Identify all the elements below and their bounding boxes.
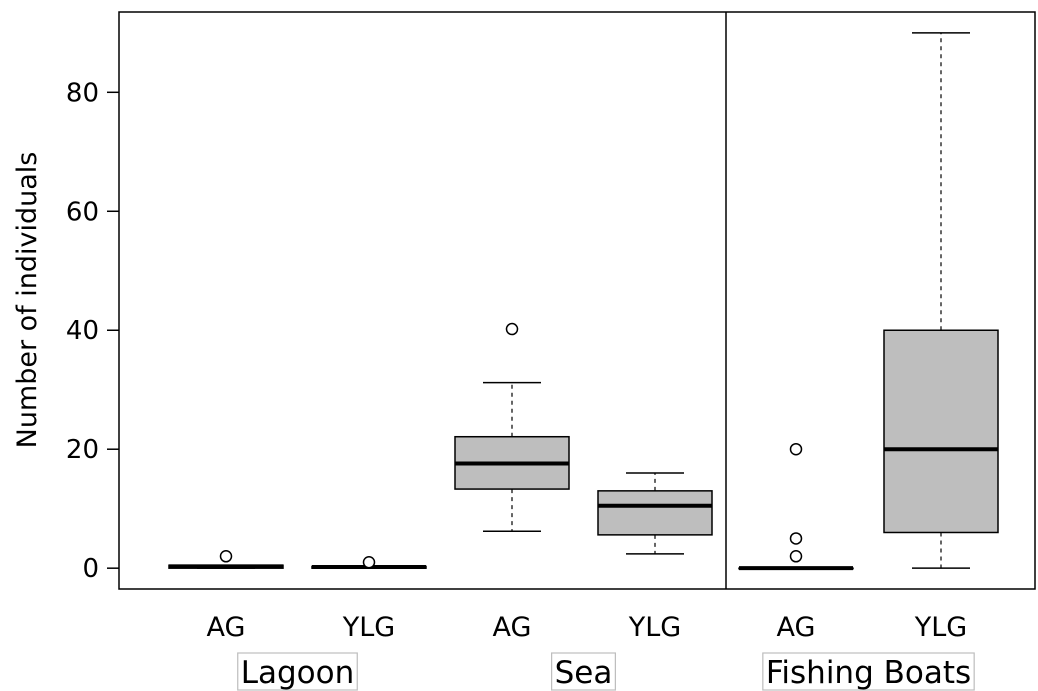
y-tick-label: 0 xyxy=(82,554,99,584)
outlier-point xyxy=(362,555,376,569)
group-label-fishing-boats: Fishing Boats xyxy=(762,652,975,691)
group-label-text: Fishing Boats xyxy=(766,655,971,691)
box-fishing-boats-ylg xyxy=(883,32,999,569)
group-label-text: Sea xyxy=(555,655,613,691)
group-label-lagoon: Lagoon xyxy=(237,652,358,691)
x-tick-label: AG xyxy=(777,612,816,643)
box-iqr xyxy=(597,490,713,536)
box-sea-ylg xyxy=(597,472,713,555)
group-label-box xyxy=(762,652,975,691)
y-tick-label: 80 xyxy=(66,78,99,108)
box-sea-ag xyxy=(454,322,570,533)
boxes-layer xyxy=(168,32,999,571)
outlier-point xyxy=(789,442,803,456)
y-axis: 0 20 40 60 80 xyxy=(66,78,119,584)
box-lagoon-ylg xyxy=(311,555,427,569)
x-tick-label: AG xyxy=(207,612,246,643)
box-iqr xyxy=(883,329,999,534)
x-tick-label: AG xyxy=(493,612,532,643)
plot-frame xyxy=(118,11,1036,590)
outlier-point xyxy=(505,322,519,336)
x-tick-label: YLG xyxy=(914,612,967,643)
group-label-text: Lagoon xyxy=(241,655,355,691)
y-tick-label: 40 xyxy=(66,316,99,346)
outlier-point xyxy=(789,550,803,563)
x-tick-label: YLG xyxy=(342,612,395,643)
group-labels: Lagoon Sea Fishing Boats xyxy=(237,652,975,691)
x-axis-labels: AG YLG AG YLG AG YLG xyxy=(207,612,968,643)
outlier-point xyxy=(789,532,803,545)
group-label-sea: Sea xyxy=(551,652,616,691)
outlier-point xyxy=(219,550,233,563)
y-tick-label: 20 xyxy=(66,435,99,465)
box-lagoon-ag xyxy=(168,550,284,569)
box-fishing-boats-ag xyxy=(738,442,854,571)
y-axis-title: Number of individuals xyxy=(12,152,43,449)
y-tick-label: 60 xyxy=(66,197,99,227)
x-tick-label: YLG xyxy=(628,612,681,643)
group-label-box xyxy=(551,652,616,691)
group-label-box xyxy=(237,652,358,691)
